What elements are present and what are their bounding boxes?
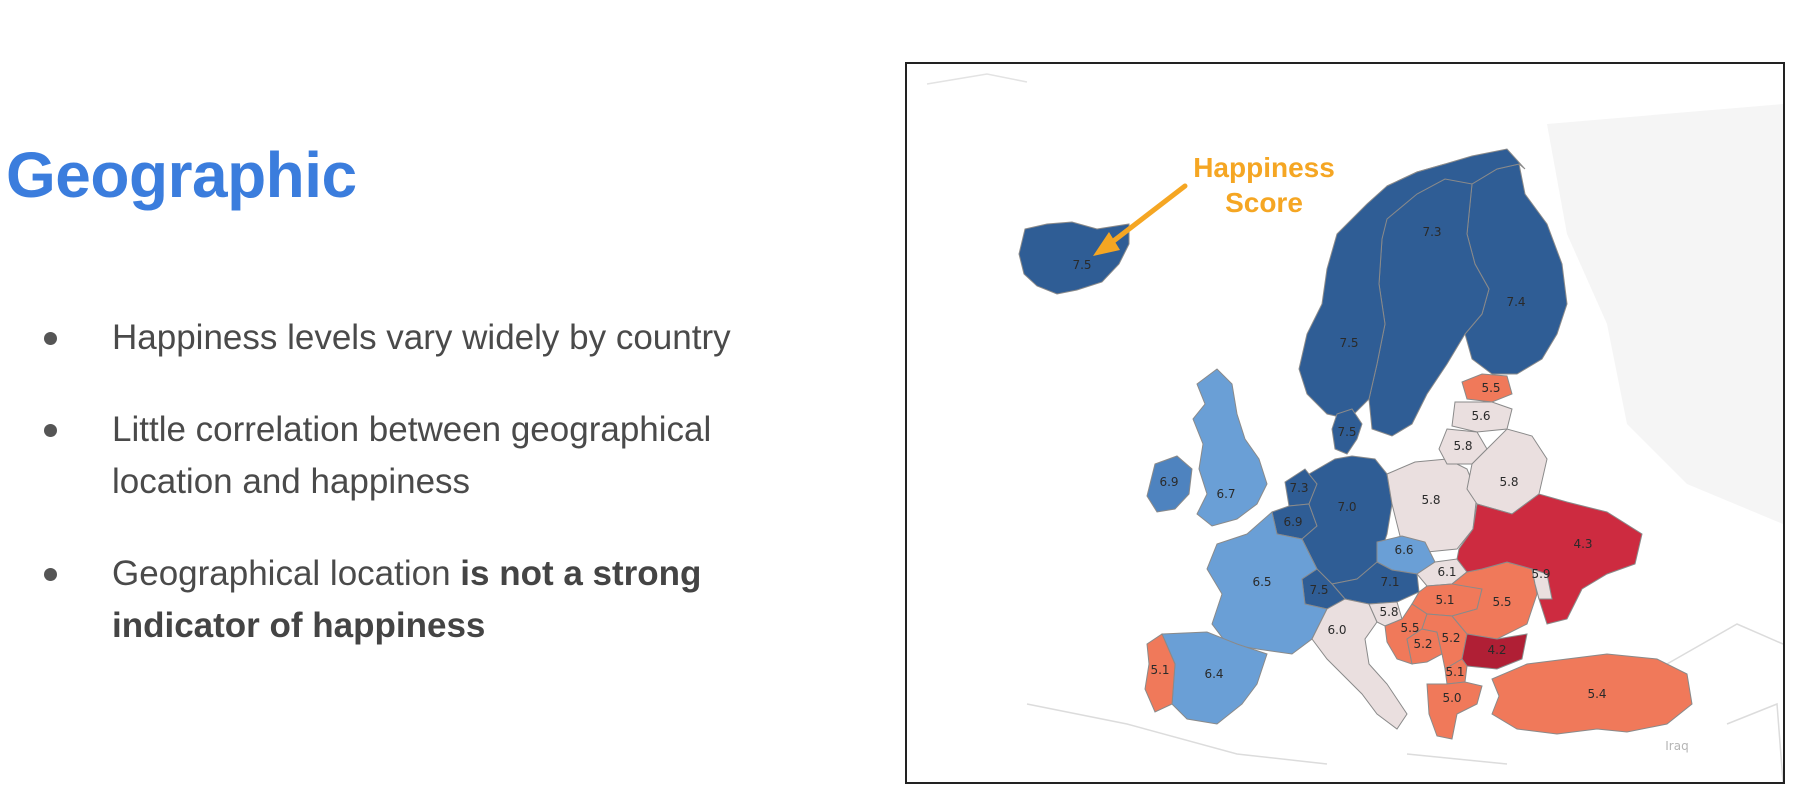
annotation-line-1: Happiness	[1193, 152, 1335, 183]
score-label-uk: 6.7	[1216, 487, 1235, 501]
bullet-dot-icon	[44, 424, 57, 437]
bullet-item: Geographical location is not a strong in…	[40, 548, 800, 652]
score-label-estonia: 5.5	[1481, 381, 1500, 395]
score-label-latvia: 5.6	[1471, 409, 1490, 423]
bullet-item: Happiness levels vary widely by country	[40, 312, 800, 364]
country-portugal	[1144, 633, 1176, 713]
score-labels: 7.5 7.5 7.3 7.4 7.5 6.9 6.7 7.3 6.9 7.0 …	[1072, 225, 1606, 705]
annotation-line-2: Score	[1225, 187, 1303, 218]
score-label-bosnia: 5.2	[1413, 637, 1432, 651]
bullet-text: Geographical location	[112, 554, 461, 593]
country-italy	[1311, 598, 1408, 730]
europe-happiness-map: Iraq	[905, 62, 1785, 784]
country-finland	[1464, 163, 1568, 375]
score-label-france: 6.5	[1252, 575, 1271, 589]
score-label-spain: 6.4	[1204, 667, 1223, 681]
bullet-text: Little correlation between geographical …	[112, 410, 712, 501]
score-label-bulgaria: 4.2	[1487, 643, 1506, 657]
score-label-lithuania: 5.8	[1453, 439, 1472, 453]
score-label-denmark: 7.5	[1337, 425, 1356, 439]
background-africa-outline	[1026, 703, 1508, 765]
score-label-finland: 7.4	[1506, 295, 1525, 309]
score-label-netherlands: 7.3	[1289, 481, 1308, 495]
score-label-belarus: 5.8	[1499, 475, 1518, 489]
score-label-macedonia: 5.1	[1445, 665, 1464, 679]
score-label-sweden: 7.3	[1422, 225, 1441, 239]
country-ireland	[1146, 455, 1193, 513]
score-label-norway: 7.5	[1339, 336, 1358, 350]
score-label-croatia: 5.5	[1400, 621, 1419, 635]
score-label-slovenia: 5.8	[1379, 605, 1398, 619]
map-svg: Iraq	[926, 73, 1783, 782]
bullet-text: Happiness levels vary widely by country	[112, 318, 731, 357]
score-label-ukraine: 4.3	[1573, 537, 1592, 551]
score-label-moldova: 5.9	[1531, 567, 1550, 581]
score-label-germany: 7.0	[1337, 500, 1356, 514]
score-label-portugal: 5.1	[1150, 663, 1169, 677]
score-label-slovakia: 6.1	[1437, 565, 1456, 579]
score-label-hungary: 5.1	[1435, 593, 1454, 607]
score-label-italy: 6.0	[1327, 623, 1346, 637]
background-greenland-outline	[926, 73, 1028, 85]
bullet-dot-icon	[44, 568, 57, 581]
country-macedonia	[1444, 658, 1468, 685]
country-turkey	[1491, 653, 1693, 735]
score-label-austria: 7.1	[1380, 575, 1399, 589]
bullet-list: Happiness levels vary widely by country …	[40, 312, 800, 692]
score-label-switzerland: 7.5	[1309, 583, 1328, 597]
score-label-czechia: 6.6	[1394, 543, 1413, 557]
score-label-serbia: 5.2	[1441, 631, 1460, 645]
score-label-poland: 5.8	[1421, 493, 1440, 507]
bullet-item: Little correlation between geographical …	[40, 404, 800, 508]
annotation-arrow-shaft	[1104, 183, 1188, 249]
score-label-iceland: 7.5	[1072, 258, 1091, 272]
score-label-greece: 5.0	[1442, 691, 1461, 705]
score-label-romania: 5.5	[1492, 595, 1511, 609]
country-iceland	[1018, 221, 1130, 295]
score-label-belgium: 6.9	[1283, 515, 1302, 529]
background-label: Iraq	[1665, 739, 1688, 753]
country-belarus	[1466, 428, 1548, 515]
country-denmark	[1331, 408, 1363, 455]
background-russia	[1547, 104, 1783, 524]
score-label-ireland: 6.9	[1159, 475, 1178, 489]
country-moldova	[1531, 568, 1553, 600]
bullet-bold-text: is not a strong indicator of happiness	[112, 554, 702, 645]
country-greece	[1426, 681, 1483, 740]
country-uk	[1192, 368, 1268, 527]
country-ukraine	[1456, 493, 1643, 625]
slide-title: Geographic	[6, 139, 357, 211]
country-regions	[1018, 148, 1693, 740]
bullet-dot-icon	[44, 332, 57, 345]
score-label-turkey: 5.4	[1587, 687, 1606, 701]
country-estonia	[1461, 373, 1513, 403]
background-asia-outline	[1666, 623, 1783, 782]
annotation-arrow-head-icon	[1093, 232, 1120, 256]
country-norway	[1298, 148, 1526, 420]
